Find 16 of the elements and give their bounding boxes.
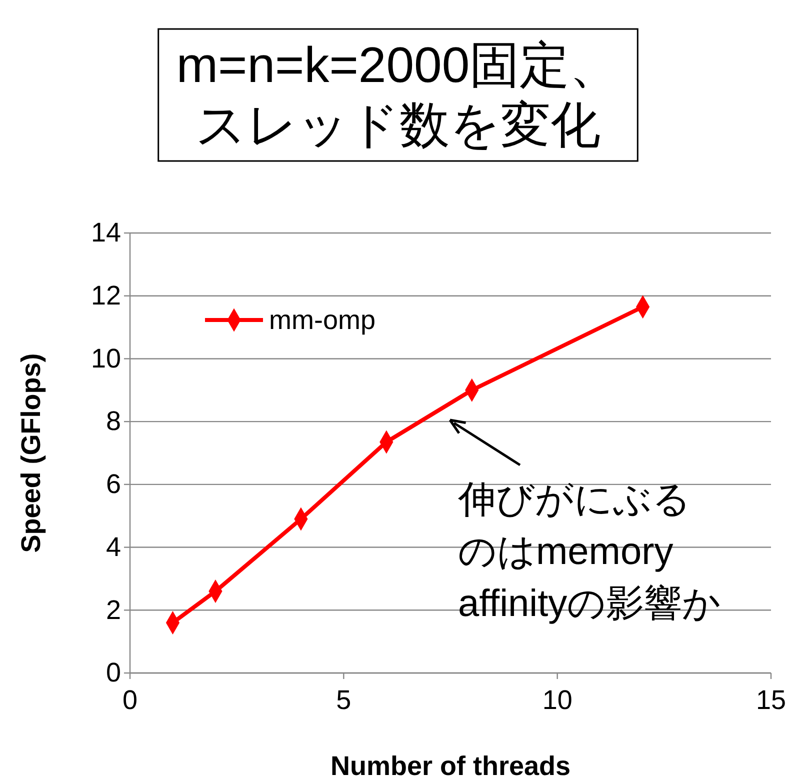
y-tick-label: 14	[90, 218, 121, 248]
x-axis-title: Number of threads	[330, 751, 571, 781]
y-tick-label: 4	[106, 532, 121, 562]
y-tick-label: 6	[106, 469, 121, 500]
x-tick-label: 5	[336, 685, 352, 715]
y-tick-label: 0	[106, 658, 121, 688]
y-tick-label: 8	[106, 406, 121, 436]
x-tick-label: 10	[542, 685, 572, 715]
annotation: 伸びがにぶるのはmemory affinityの影響か	[457, 479, 722, 625]
y-tick-label: 10	[90, 343, 121, 374]
x-tick-label: 15	[756, 685, 786, 715]
y-tick-label: 12	[90, 280, 121, 310]
legend-label: mm-omp	[269, 305, 376, 335]
y-axis-title: Speed (GFlops)	[16, 353, 46, 553]
chart-title: m=n=k=2000固定、スレッド数を変化	[176, 37, 620, 153]
y-tick-label: 2	[106, 594, 121, 625]
